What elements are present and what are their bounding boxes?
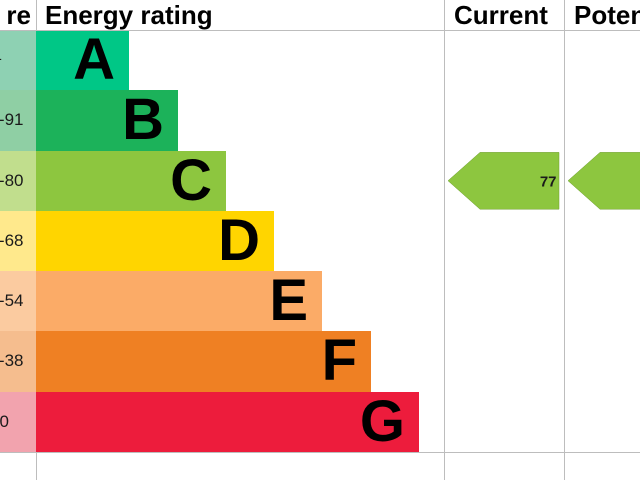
svg-text:77: 77 bbox=[540, 174, 557, 191]
